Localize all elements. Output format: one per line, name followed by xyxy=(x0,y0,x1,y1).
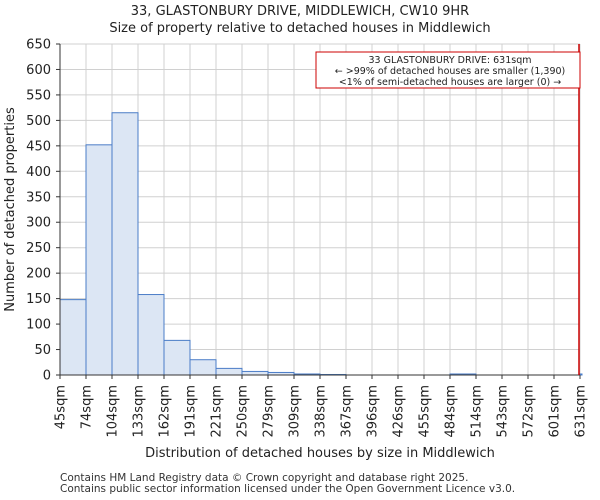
footer-line-1: Contains HM Land Registry data © Crown c… xyxy=(60,472,469,484)
y-tick-label: 50 xyxy=(34,343,51,358)
x-tick-label: 631sqm xyxy=(574,385,589,438)
x-tick-label: 250sqm xyxy=(236,385,251,438)
y-tick-label: 650 xyxy=(26,38,51,53)
title-line-1: 33, GLASTONBURY DRIVE, MIDDLEWICH, CW10 … xyxy=(130,4,470,19)
x-tick-label: 338sqm xyxy=(314,385,329,438)
annotation-text: 33 GLASTONBURY DRIVE: 631sqm xyxy=(369,55,532,66)
x-axis-label: Distribution of detached houses by size … xyxy=(145,446,495,461)
y-tick-label: 450 xyxy=(26,139,51,154)
chart-title: 33, GLASTONBURY DRIVE, MIDDLEWICH, CW10 … xyxy=(0,3,600,37)
x-tick-label: 45sqm xyxy=(54,385,69,429)
x-tick-label: 543sqm xyxy=(496,385,511,438)
x-tick-label: 572sqm xyxy=(522,385,537,438)
y-axis-label: Number of detached properties xyxy=(3,107,18,312)
bar xyxy=(59,299,87,376)
annotation-box xyxy=(315,51,581,89)
bar xyxy=(85,144,113,376)
y-tick-label: 200 xyxy=(26,267,51,282)
x-tick-label: 309sqm xyxy=(288,385,303,438)
x-tick-label: 426sqm xyxy=(392,385,407,438)
bar xyxy=(137,294,165,376)
title-line-2: Size of property relative to detached ho… xyxy=(109,21,491,36)
footer-line-2: Contains public sector information licen… xyxy=(60,483,516,495)
x-tick-label: 601sqm xyxy=(548,385,563,438)
y-tick-label: 600 xyxy=(26,63,51,78)
x-tick-label: 455sqm xyxy=(418,385,433,438)
y-tick-label: 500 xyxy=(26,114,51,129)
y-tick-label: 550 xyxy=(26,88,51,103)
x-tick-label: 191sqm xyxy=(184,385,199,438)
x-tick-label: 396sqm xyxy=(366,385,381,438)
x-tick-label: 162sqm xyxy=(158,385,173,438)
bar xyxy=(579,373,583,376)
x-tick-label: 279sqm xyxy=(262,385,277,438)
x-tick-label: 104sqm xyxy=(106,385,121,438)
y-tick-label: 300 xyxy=(26,216,51,231)
x-tick-label: 484sqm xyxy=(444,385,459,438)
bar xyxy=(163,339,191,376)
y-tick-label: 350 xyxy=(26,190,51,205)
bar xyxy=(241,370,269,376)
bar xyxy=(111,112,139,376)
y-tick-label: 100 xyxy=(26,318,51,333)
y-tick-label: 400 xyxy=(26,165,51,180)
bar xyxy=(215,367,243,376)
x-tick-label: 514sqm xyxy=(470,385,485,438)
x-tick-label: 133sqm xyxy=(132,385,147,438)
x-tick-label: 74sqm xyxy=(80,385,95,429)
y-tick-label: 250 xyxy=(26,241,51,256)
annotation-text: ← >99% of detached houses are smaller (1… xyxy=(335,66,566,77)
y-tick-label: 150 xyxy=(26,292,51,307)
y-tick-label: 0 xyxy=(43,369,51,384)
x-tick-label: 367sqm xyxy=(340,385,355,438)
annotation-text: <1% of semi-detached houses are larger (… xyxy=(339,77,561,88)
x-tick-label: 221sqm xyxy=(210,385,225,438)
bar xyxy=(189,359,217,376)
footer: Contains HM Land Registry data © Crown c… xyxy=(60,473,515,495)
